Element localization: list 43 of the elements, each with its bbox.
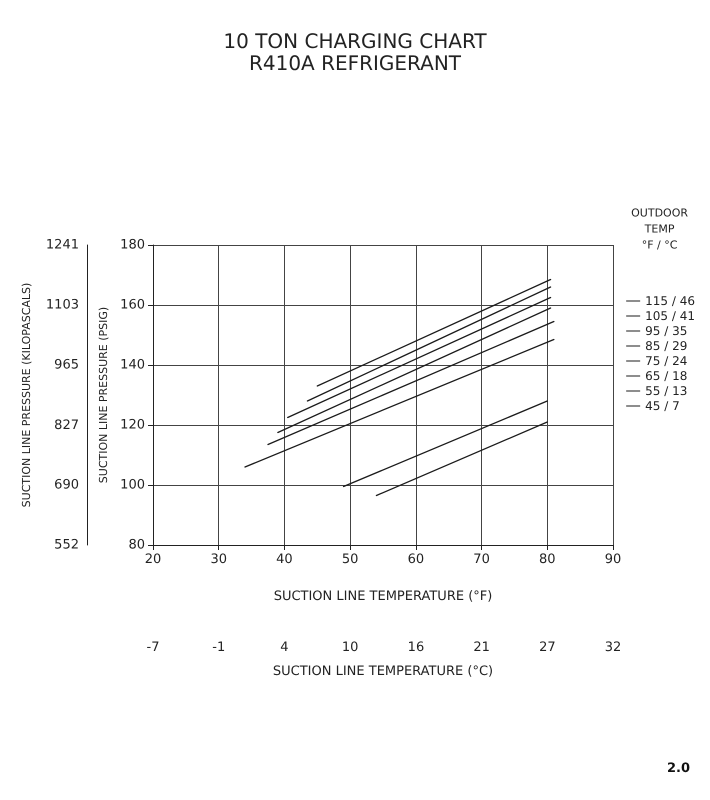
x-tick-label: 20: [144, 552, 162, 567]
legend-label: 85 / 29: [645, 339, 688, 353]
y-tick-label: 80: [128, 538, 145, 552]
y-tick-label: 120: [120, 418, 145, 432]
y-tick-label: 180: [120, 238, 145, 252]
x2-tick-label: 16: [408, 640, 424, 655]
y2-axis-title: SUCTION LINE PRESSURE (KILOPASCALS): [20, 282, 33, 508]
x2-axis-title: SUCTION LINE TEMPERATURE (°C): [272, 664, 494, 679]
y2-tick-label: 965: [54, 358, 79, 373]
x-tick-label: 90: [604, 552, 622, 567]
chart-title: 10 TON CHARGING CHART R410A REFRIGERANT: [223, 29, 488, 75]
x-tick-label: 50: [342, 552, 358, 567]
legend-label: 65 / 18: [645, 369, 688, 383]
legend-label: 75 / 24: [645, 354, 688, 368]
x-axis-title: SUCTION LINE TEMPERATURE (°F): [274, 589, 492, 604]
y2-tick-label: 552: [54, 538, 79, 552]
y-tick-label: 100: [120, 478, 145, 492]
x-tick-label: 60: [408, 552, 424, 567]
x2-tick-label: 4: [280, 640, 289, 655]
y2-tick-label: 1103: [46, 298, 79, 313]
y2-tick-label: 1241: [46, 238, 79, 252]
x2-tick-label: -7: [146, 640, 160, 655]
y-axis-title: SUCTION LINE PRESSURE (PSIG): [97, 306, 110, 484]
x-tick-label: 80: [539, 552, 556, 567]
legend-label: 95 / 35: [645, 324, 688, 338]
y2-tick-label: 827: [54, 418, 79, 433]
text: 2.0: [666, 761, 690, 776]
x-tick-label: 30: [210, 552, 227, 567]
legend-title: OUTDOOR TEMP °F / °C: [631, 206, 688, 252]
y-tick-label: 140: [120, 358, 145, 372]
legend-label: 115 / 46: [645, 294, 696, 308]
x-tick-label: 40: [276, 552, 293, 567]
x2-tick-label: 21: [473, 640, 490, 655]
y2-tick-label: 690: [54, 477, 79, 492]
x2-tick-label: 32: [604, 640, 622, 655]
x2-tick-label: 27: [539, 640, 556, 655]
x2-tick-label: 10: [342, 640, 358, 655]
x-tick-label: 70: [473, 552, 490, 567]
y-tick-label: 160: [120, 298, 145, 312]
x2-tick-label: -1: [212, 640, 226, 655]
legend-label: 105 / 41: [645, 309, 696, 323]
legend-label: 55 / 13: [645, 384, 688, 398]
legend-label: 45 / 7: [645, 399, 680, 413]
